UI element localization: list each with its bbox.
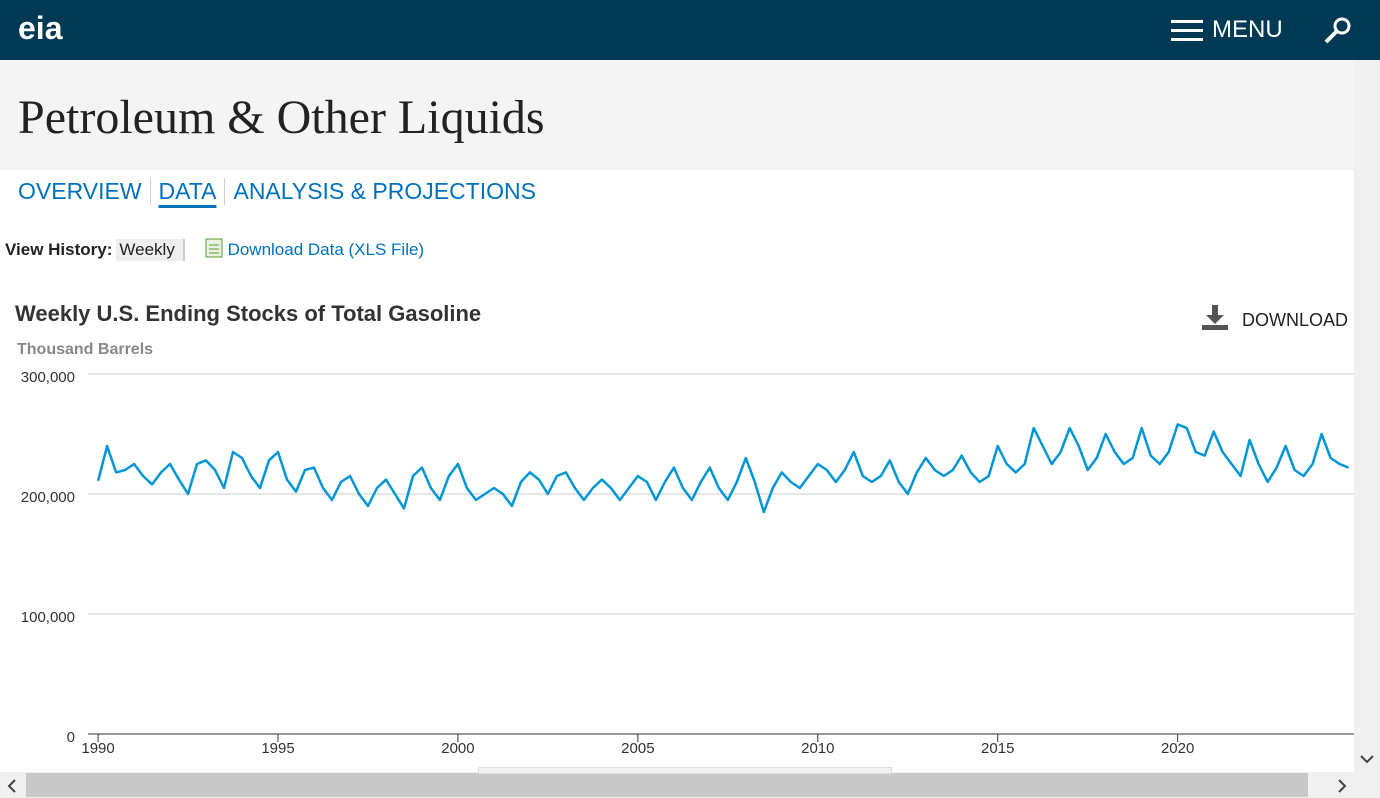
y-tick-label: 100,000 — [21, 609, 75, 626]
range-navigator[interactable] — [478, 767, 892, 774]
page-header: Petroleum & Other Liquids — [0, 60, 1354, 170]
vertical-scrollbar[interactable] — [1354, 60, 1380, 772]
x-tick-label: 1995 — [261, 740, 294, 757]
download-icon[interactable] — [1202, 305, 1228, 331]
y-axis-label: Thousand Barrels — [17, 341, 153, 358]
menu-icon[interactable] — [1171, 18, 1203, 44]
nav-item[interactable]: OVERVIEW — [18, 178, 151, 205]
chart-title: Weekly U.S. Ending Stocks of Total Gasol… — [15, 301, 481, 326]
nav-item[interactable]: ANALYSIS & PROJECTIONS — [233, 178, 536, 204]
nav-item[interactable]: DATA — [151, 178, 226, 205]
scroll-left-arrow[interactable] — [4, 777, 20, 795]
page-title: Petroleum & Other Liquids — [18, 91, 545, 144]
scroll-thumb[interactable] — [26, 773, 1308, 797]
frequency-select[interactable]: Weekly — [116, 239, 185, 261]
logo[interactable]: eia — [18, 10, 63, 46]
menu-button[interactable]: MENU — [1212, 16, 1283, 43]
x-tick-label: 2015 — [981, 740, 1014, 757]
chart: Weekly U.S. Ending Stocks of Total Gasol… — [15, 301, 1354, 757]
x-tick-label: 2000 — [441, 740, 474, 757]
top-bar: eia MENU — [0, 0, 1380, 60]
y-tick-label: 0 — [67, 729, 75, 746]
nav: OVERVIEW DATA ANALYSIS & PROJECTIONS — [18, 178, 544, 205]
toolbar: View History: Weekly Download Data (XLS F… — [5, 238, 425, 261]
y-tick-label: 200,000 — [21, 489, 75, 506]
y-tick-label: 300,000 — [21, 369, 75, 386]
label: View History: — [5, 240, 113, 259]
x-tick-label: 2020 — [1161, 740, 1194, 757]
x-tick-label: 2010 — [801, 740, 834, 757]
data-line — [96, 423, 1350, 514]
scroll-right-arrow[interactable] — [1334, 777, 1350, 795]
search-icon[interactable] — [1322, 15, 1354, 45]
x-tick-label: 2005 — [621, 740, 654, 757]
scroll-down-arrow[interactable] — [1358, 752, 1376, 768]
xls-icon — [205, 238, 223, 258]
x-tick-label: 1990 — [81, 740, 114, 757]
download-link[interactable]: Download Data (XLS File) — [227, 240, 425, 259]
download-button[interactable]: DOWNLOAD — [1242, 310, 1349, 330]
